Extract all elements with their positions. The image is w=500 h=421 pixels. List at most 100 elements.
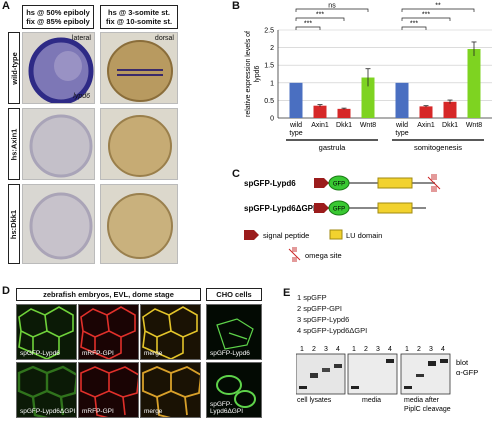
sig-bracket bbox=[295, 8, 369, 12]
col-header-2: hs @ 3-somite st. fix @ 10-somite st. bbox=[100, 5, 178, 29]
svg-text:2: 2 bbox=[312, 346, 316, 353]
svg-text:4: 4 bbox=[336, 346, 340, 353]
y-tick-label: 2.5 bbox=[264, 28, 274, 35]
micro-r1-red: mRFP-GPI bbox=[78, 304, 139, 360]
sig-bracket bbox=[401, 8, 475, 12]
panel-e-legend: 1 spGFP 2 spGFP-GPI 3 spGFP-Lypd6 4 spGF… bbox=[297, 293, 368, 335]
panel-a-label: A bbox=[2, 0, 10, 12]
blot-label: blot bbox=[456, 358, 469, 367]
svg-text:GFP: GFP bbox=[333, 182, 345, 188]
x-tick-label: type bbox=[395, 130, 408, 137]
sig-bracket bbox=[295, 26, 321, 30]
panel-d-header-left: zebrafish embryos, EVL, dome stage bbox=[16, 288, 201, 301]
ylabel-line-1: relative expression levels of bbox=[245, 31, 252, 117]
signal-peptide-shape-2 bbox=[314, 203, 329, 213]
lu-domain-shape-1 bbox=[377, 177, 413, 189]
y-tick-label: 1 bbox=[270, 80, 274, 87]
group-label: somitogenesis bbox=[414, 143, 462, 152]
western-blots: 1 2 3 4 1 2 3 4 1 2 3 4 blot α-GFP cell lysates m… bbox=[296, 346, 478, 413]
construct-diagram: spGFP-Lypd6 GFP spGFP-Lypd6ΔGPI GFP sign… bbox=[244, 174, 441, 262]
svg-text:3: 3 bbox=[324, 346, 328, 353]
x-tick-label: Axin1 bbox=[311, 122, 329, 129]
signal-peptide-shape-1 bbox=[314, 178, 329, 188]
embryo-dkk1-somite bbox=[100, 184, 178, 264]
sig-bracket bbox=[401, 17, 451, 21]
x-tick-label: Dkk1 bbox=[442, 122, 458, 129]
panel-c-label: C bbox=[232, 168, 240, 180]
x-tick-label: wild bbox=[289, 122, 302, 129]
gfp-shape-2 bbox=[328, 200, 350, 216]
legend-omega-label: omega site bbox=[305, 251, 342, 260]
y-tick-label: 0 bbox=[270, 116, 274, 123]
legend-omega-icon bbox=[288, 247, 301, 262]
panel-d-label: D bbox=[2, 285, 10, 297]
micro-r1-green: spGFP-Lypd6 bbox=[16, 304, 77, 360]
construct-1-label: spGFP-Lypd6 bbox=[244, 179, 296, 188]
svg-text:1: 1 bbox=[405, 346, 409, 353]
bar-1-1 bbox=[419, 106, 433, 118]
bar-0-1 bbox=[313, 105, 327, 118]
panel-d-header-right: CHO cells bbox=[206, 288, 262, 301]
sig-bracket bbox=[295, 17, 345, 21]
sig-label: ** bbox=[435, 3, 441, 10]
sig-bracket bbox=[401, 26, 427, 30]
bar-0-0 bbox=[289, 82, 303, 118]
x-tick-label: Dkk1 bbox=[336, 122, 352, 129]
svg-text:GFP: GFP bbox=[333, 207, 345, 213]
legend-signal-label: signal peptide bbox=[263, 231, 309, 240]
col-header-1: hs @ 50% epiboly fix @ 85% epiboly bbox=[22, 5, 94, 29]
bar-1-3 bbox=[467, 49, 481, 119]
svg-text:2: 2 bbox=[417, 346, 421, 353]
x-tick-label: Wnt8 bbox=[360, 122, 376, 129]
micro-r1-cho: spGFP-Lypd6 bbox=[206, 304, 262, 360]
svg-text:2: 2 bbox=[364, 346, 368, 353]
sig-label: *** bbox=[304, 21, 312, 28]
embryo-dkk1-gastrula bbox=[22, 184, 95, 264]
chart-bars bbox=[289, 41, 481, 119]
x-tick-label: wild bbox=[395, 122, 408, 129]
group-label: gastrula bbox=[319, 143, 347, 152]
bar-0-2 bbox=[337, 108, 351, 118]
caption-piplc: PiplC cleavage bbox=[404, 406, 451, 413]
embryo-wt-gastrula: lateral lypd6 bbox=[22, 32, 95, 104]
embryo-axin1-gastrula bbox=[22, 108, 95, 180]
gfp-shape-1 bbox=[328, 175, 350, 191]
y-tick-label: 0.5 bbox=[264, 98, 274, 105]
svg-text:1: 1 bbox=[300, 346, 304, 353]
legend-lu-label: LU domain bbox=[346, 231, 382, 240]
micro-r2-merge: merge bbox=[140, 362, 201, 418]
panel-b-label: B bbox=[232, 0, 240, 12]
sig-label: ns bbox=[328, 3, 336, 10]
row-label-axin1: hs:Axin1 bbox=[8, 108, 20, 180]
micro-r2-red: mRFP-GPI bbox=[78, 362, 139, 418]
svg-text:3: 3 bbox=[376, 346, 380, 353]
svg-text:3: 3 bbox=[429, 346, 433, 353]
micro-r1-merge: merge bbox=[140, 304, 201, 360]
chart-significance: ******ns******** bbox=[295, 3, 475, 30]
x-tick-label: Wnt8 bbox=[466, 122, 482, 129]
micro-r2-green: spGFP-Lypd6ΔGPI bbox=[16, 362, 77, 418]
ylabel-line-2: lypd6 bbox=[254, 66, 261, 83]
lane-numbers: 1 2 3 4 1 2 3 4 1 2 3 4 bbox=[300, 346, 445, 353]
y-tick-label: 2 bbox=[270, 45, 274, 52]
micro-r2-cho: spGFP-Lypd6ΔGPI bbox=[206, 362, 262, 418]
sig-label: *** bbox=[316, 12, 324, 19]
chart-ylabel: relative expression levels of lypd6 bbox=[245, 31, 261, 117]
bar-0-3 bbox=[361, 77, 375, 118]
embryo-wt-somite: dorsal bbox=[100, 32, 178, 104]
panel-e-label: E bbox=[283, 287, 291, 299]
bar-1-0 bbox=[395, 82, 409, 118]
row-label-wild-type: wild-type bbox=[8, 32, 20, 104]
x-tick-label: Axin1 bbox=[417, 122, 435, 129]
svg-text:4: 4 bbox=[388, 346, 392, 353]
embryo-axin1-somite bbox=[100, 108, 178, 180]
construct-2-label: spGFP-Lypd6ΔGPI bbox=[244, 204, 315, 213]
sig-label: *** bbox=[422, 12, 430, 19]
omega-site-1 bbox=[427, 174, 441, 192]
svg-text:1: 1 bbox=[352, 346, 356, 353]
bar-1-2 bbox=[443, 101, 457, 118]
y-tick-label: 1.5 bbox=[264, 63, 274, 70]
sig-label: *** bbox=[410, 21, 418, 28]
